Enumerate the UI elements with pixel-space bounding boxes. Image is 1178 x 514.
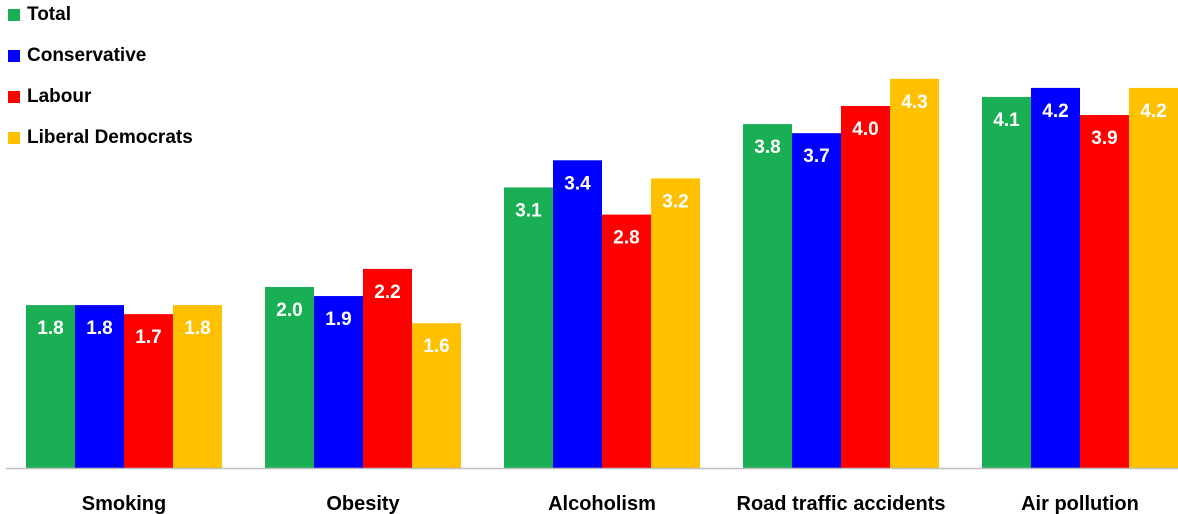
bar-total-alcoholism bbox=[504, 187, 553, 468]
data-label-total-smoking: 1.8 bbox=[37, 318, 63, 339]
data-label-labour-air-pollution: 3.9 bbox=[1091, 128, 1117, 149]
legend-label-liberal-democrats: Liberal Democrats bbox=[27, 127, 193, 148]
data-label-labour-road-traffic-accidents: 4.0 bbox=[852, 119, 878, 140]
legend-label-labour: Labour bbox=[27, 86, 92, 107]
data-label-conservative-alcoholism: 3.4 bbox=[564, 173, 591, 194]
bar-conservative-air-pollution bbox=[1031, 87, 1080, 469]
data-label-liberal-democrats-obesity: 1.6 bbox=[423, 336, 449, 357]
bar-liberal-democrats-road-traffic-accidents bbox=[890, 78, 939, 468]
x-tick-label-obesity: Obesity bbox=[326, 493, 400, 514]
data-label-labour-obesity: 2.2 bbox=[374, 282, 400, 303]
legend-item-labour: Labour bbox=[8, 86, 193, 108]
data-label-conservative-smoking: 1.8 bbox=[86, 318, 112, 339]
legend-item-liberal-democrats: Liberal Democrats bbox=[8, 127, 193, 149]
x-tick-label-alcoholism: Alcoholism bbox=[548, 493, 656, 514]
bar-conservative-obesity bbox=[314, 296, 363, 468]
data-label-liberal-democrats-road-traffic-accidents: 4.3 bbox=[901, 92, 927, 113]
bar-total-air-pollution bbox=[982, 96, 1031, 468]
bar-total-obesity bbox=[265, 287, 314, 468]
bar-total-smoking bbox=[26, 305, 75, 468]
bar-conservative-road-traffic-accidents bbox=[792, 133, 841, 468]
legend-swatch-total bbox=[8, 9, 20, 21]
data-label-labour-alcoholism: 2.8 bbox=[613, 228, 639, 249]
legend-label-total: Total bbox=[27, 4, 71, 25]
bar-liberal-democrats-alcoholism bbox=[651, 178, 700, 468]
bar-labour-smoking bbox=[124, 314, 173, 468]
data-label-conservative-air-pollution: 4.2 bbox=[1042, 101, 1068, 122]
legend-swatch-conservative bbox=[8, 50, 20, 62]
data-label-labour-smoking: 1.7 bbox=[135, 327, 161, 348]
bar-conservative-smoking bbox=[75, 305, 124, 468]
bar-liberal-democrats-smoking bbox=[173, 305, 222, 468]
bar-liberal-democrats-air-pollution bbox=[1129, 87, 1178, 469]
data-label-total-obesity: 2.0 bbox=[276, 300, 302, 321]
x-tick-label-road-traffic-accidents: Road traffic accidents bbox=[737, 493, 946, 514]
bar-total-road-traffic-accidents bbox=[743, 124, 792, 468]
x-tick-labels: Smoking Obesity Alcoholism Road traffic acc… bbox=[82, 493, 1139, 514]
data-label-total-air-pollution: 4.1 bbox=[993, 110, 1020, 131]
bar-group: 1.8 1.8 1.7 1.8 2.0 1.9 2.2 1.6 3.1 3.4 2.8 3.2 3.8 3… bbox=[26, 78, 1178, 469]
data-label-liberal-democrats-smoking: 1.8 bbox=[184, 318, 210, 339]
data-label-liberal-democrats-air-pollution: 4.2 bbox=[1140, 101, 1166, 122]
x-tick-label-air-pollution: Air pollution bbox=[1021, 493, 1139, 514]
legend-item-conservative: Conservative bbox=[8, 45, 193, 67]
bar-labour-road-traffic-accidents bbox=[841, 106, 890, 468]
data-label-conservative-obesity: 1.9 bbox=[325, 309, 351, 330]
bar-labour-alcoholism bbox=[602, 214, 651, 468]
data-label-liberal-democrats-alcoholism: 3.2 bbox=[662, 191, 688, 212]
bar-labour-air-pollution bbox=[1080, 115, 1129, 469]
data-label-conservative-road-traffic-accidents: 3.7 bbox=[803, 146, 829, 167]
bar-labour-obesity bbox=[363, 268, 412, 468]
bar-conservative-alcoholism bbox=[553, 160, 602, 469]
legend-swatch-labour bbox=[8, 91, 20, 103]
legend-swatch-liberal-democrats bbox=[8, 132, 20, 144]
data-label-total-alcoholism: 3.1 bbox=[515, 200, 542, 221]
legend-label-conservative: Conservative bbox=[27, 45, 147, 66]
data-label-total-road-traffic-accidents: 3.8 bbox=[754, 137, 780, 158]
x-tick-label-smoking: Smoking bbox=[82, 493, 166, 514]
chart-legend: Total Conservative Labour Liberal Democr… bbox=[8, 4, 193, 168]
legend-item-total: Total bbox=[8, 4, 193, 26]
bar-liberal-democrats-obesity bbox=[412, 323, 461, 468]
